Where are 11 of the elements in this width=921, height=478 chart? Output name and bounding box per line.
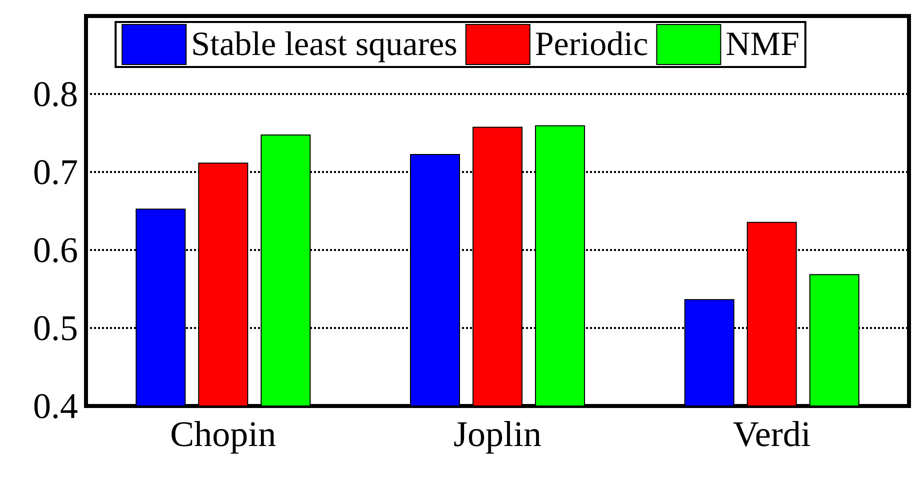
y-tick-label: 0.4 — [33, 386, 78, 426]
x-tick-label: Verdi — [732, 414, 811, 454]
y-tick-label: 0.6 — [33, 230, 78, 270]
x-tick-label: Joplin — [453, 414, 542, 454]
legend-label: Stable least squares — [191, 26, 458, 63]
legend-label: Periodic — [534, 26, 648, 63]
legend-label: NMF — [726, 26, 800, 63]
y-tick-label: 0.8 — [33, 74, 78, 114]
x-tick-label: Chopin — [170, 414, 276, 454]
y-tick-label: 0.7 — [33, 152, 78, 192]
y-tick-label: 0.5 — [33, 308, 78, 348]
